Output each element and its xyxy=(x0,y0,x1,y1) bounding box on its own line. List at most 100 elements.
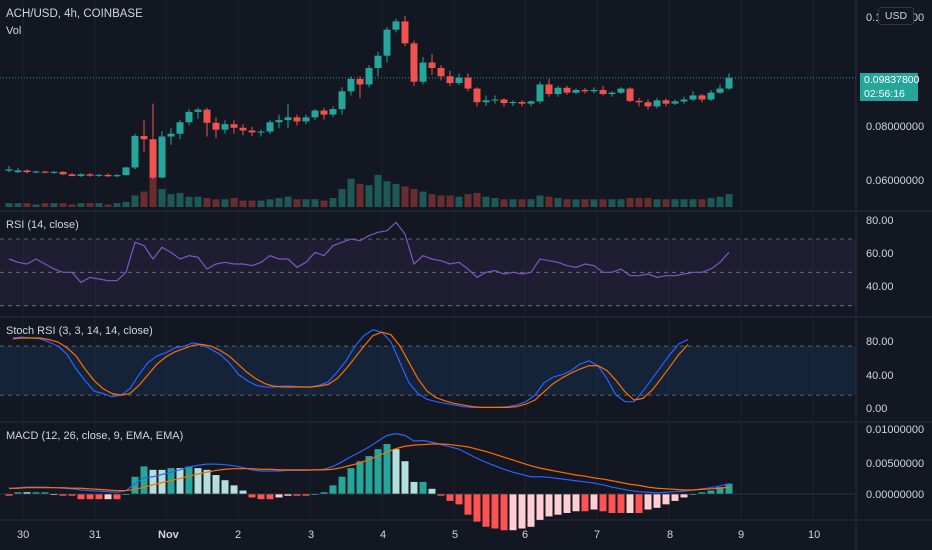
candle-body xyxy=(149,139,157,178)
volume-bar xyxy=(455,196,463,207)
candle-body xyxy=(554,87,562,95)
stoch-tick-40: 40.00 xyxy=(866,370,894,382)
candle-body xyxy=(545,84,553,95)
volume-bar xyxy=(644,198,652,207)
macd-line xyxy=(8,433,730,494)
candle-body xyxy=(599,89,607,95)
macd-histogram-bar xyxy=(248,494,256,498)
macd-histogram-bar xyxy=(482,494,490,527)
volume-bar xyxy=(32,204,40,207)
candle-body xyxy=(185,111,193,123)
macd-histogram-bar xyxy=(239,490,247,494)
macd-histogram-bar xyxy=(122,494,130,495)
candle-body xyxy=(428,62,436,69)
currency-button[interactable]: USD xyxy=(878,7,914,25)
volume-bar xyxy=(527,199,535,207)
volume-bar xyxy=(464,194,472,207)
macd-histogram-bar xyxy=(500,494,508,531)
macd-histogram-bar xyxy=(608,494,616,513)
time-tick-31: 31 xyxy=(89,529,102,541)
macd-histogram-bar xyxy=(338,476,346,494)
volume-bar xyxy=(482,196,490,207)
candle-body xyxy=(212,122,220,130)
candle-body xyxy=(221,124,229,130)
candle-body xyxy=(14,170,22,173)
macd-histogram-bar xyxy=(518,494,526,529)
stoch-band xyxy=(0,346,856,396)
candle-body xyxy=(203,109,211,123)
macd-histogram-bar xyxy=(509,494,517,531)
time-tick-5: 5 xyxy=(452,529,459,541)
macd-label: MACD (12, 26, close, 9, EMA, EMA) xyxy=(6,430,184,442)
price-tick-2: 0.08000000 xyxy=(866,121,925,133)
rsi-tick-60: 60.00 xyxy=(866,248,894,260)
macd-histogram-bar xyxy=(617,494,625,513)
candle-body xyxy=(113,175,121,177)
stoch-k-line xyxy=(12,329,689,408)
candle-body xyxy=(662,100,670,104)
volume-bar xyxy=(428,194,436,207)
volume-bar xyxy=(185,196,193,207)
macd-histogram-bar xyxy=(50,494,58,495)
macd-histogram-bar xyxy=(203,469,211,494)
candle-body xyxy=(698,95,706,100)
candle-body xyxy=(248,130,256,133)
candle-body xyxy=(410,43,418,82)
candle-body xyxy=(653,100,661,107)
symbol-title: ACH/USD, 4h, COINBASE xyxy=(6,8,143,20)
candle-body xyxy=(482,100,490,103)
macd-histogram-bar xyxy=(599,494,607,512)
volume-bar xyxy=(140,191,148,207)
candle-body xyxy=(725,77,733,89)
candle-body xyxy=(536,84,544,102)
macd-histogram-bar xyxy=(113,494,121,500)
macd-histogram-bar xyxy=(347,468,355,494)
volume-bar xyxy=(176,192,184,207)
macd-histogram-bar xyxy=(554,494,562,515)
candle-body xyxy=(491,99,499,101)
volume-bar xyxy=(356,183,364,207)
macd-histogram-bar xyxy=(428,488,436,494)
candle-body xyxy=(419,62,427,82)
countdown-badge: 02:56:16 xyxy=(860,87,918,101)
macd-histogram-bar xyxy=(104,494,112,500)
macd-histogram-bar xyxy=(437,494,445,496)
time-tick-3: 3 xyxy=(308,529,315,541)
volume-bar xyxy=(41,203,49,207)
volume-bar xyxy=(554,198,562,207)
macd-histogram-bar xyxy=(329,485,337,494)
volume-bar xyxy=(167,194,175,207)
volume-bar xyxy=(50,203,58,207)
macd-histogram-bar xyxy=(23,492,31,494)
macd-histogram-bar xyxy=(401,461,409,494)
volume-bar xyxy=(23,203,31,207)
time-tick-2: 2 xyxy=(235,529,242,541)
candle-body xyxy=(104,174,112,177)
candle-body xyxy=(635,100,643,103)
macd-histogram-bar xyxy=(140,466,148,494)
volume-bar xyxy=(77,203,85,207)
volume-bar xyxy=(545,196,553,207)
macd-histogram-bar xyxy=(356,461,364,494)
volume-bar xyxy=(446,195,454,207)
macd-histogram-bar xyxy=(68,494,76,496)
candle-body xyxy=(581,89,589,92)
volume-label: Vol xyxy=(6,25,22,37)
rsi-label: RSI (14, close) xyxy=(6,219,79,231)
candle-body xyxy=(509,101,517,104)
macd-histogram-bar xyxy=(284,494,292,496)
candle-body xyxy=(284,117,292,121)
macd-histogram-bar xyxy=(662,494,670,505)
candle-body xyxy=(590,89,598,92)
candle-body xyxy=(95,174,103,176)
macd-histogram-bar xyxy=(455,494,463,505)
macd-histogram-bar xyxy=(257,494,265,500)
volume-bar xyxy=(437,195,445,207)
candle-body xyxy=(356,78,364,85)
candle-body xyxy=(59,171,67,175)
macd-histogram-bar xyxy=(419,481,427,494)
volume-bar xyxy=(617,199,625,207)
candle-body xyxy=(131,135,139,168)
time-tick-6: 6 xyxy=(522,529,529,541)
